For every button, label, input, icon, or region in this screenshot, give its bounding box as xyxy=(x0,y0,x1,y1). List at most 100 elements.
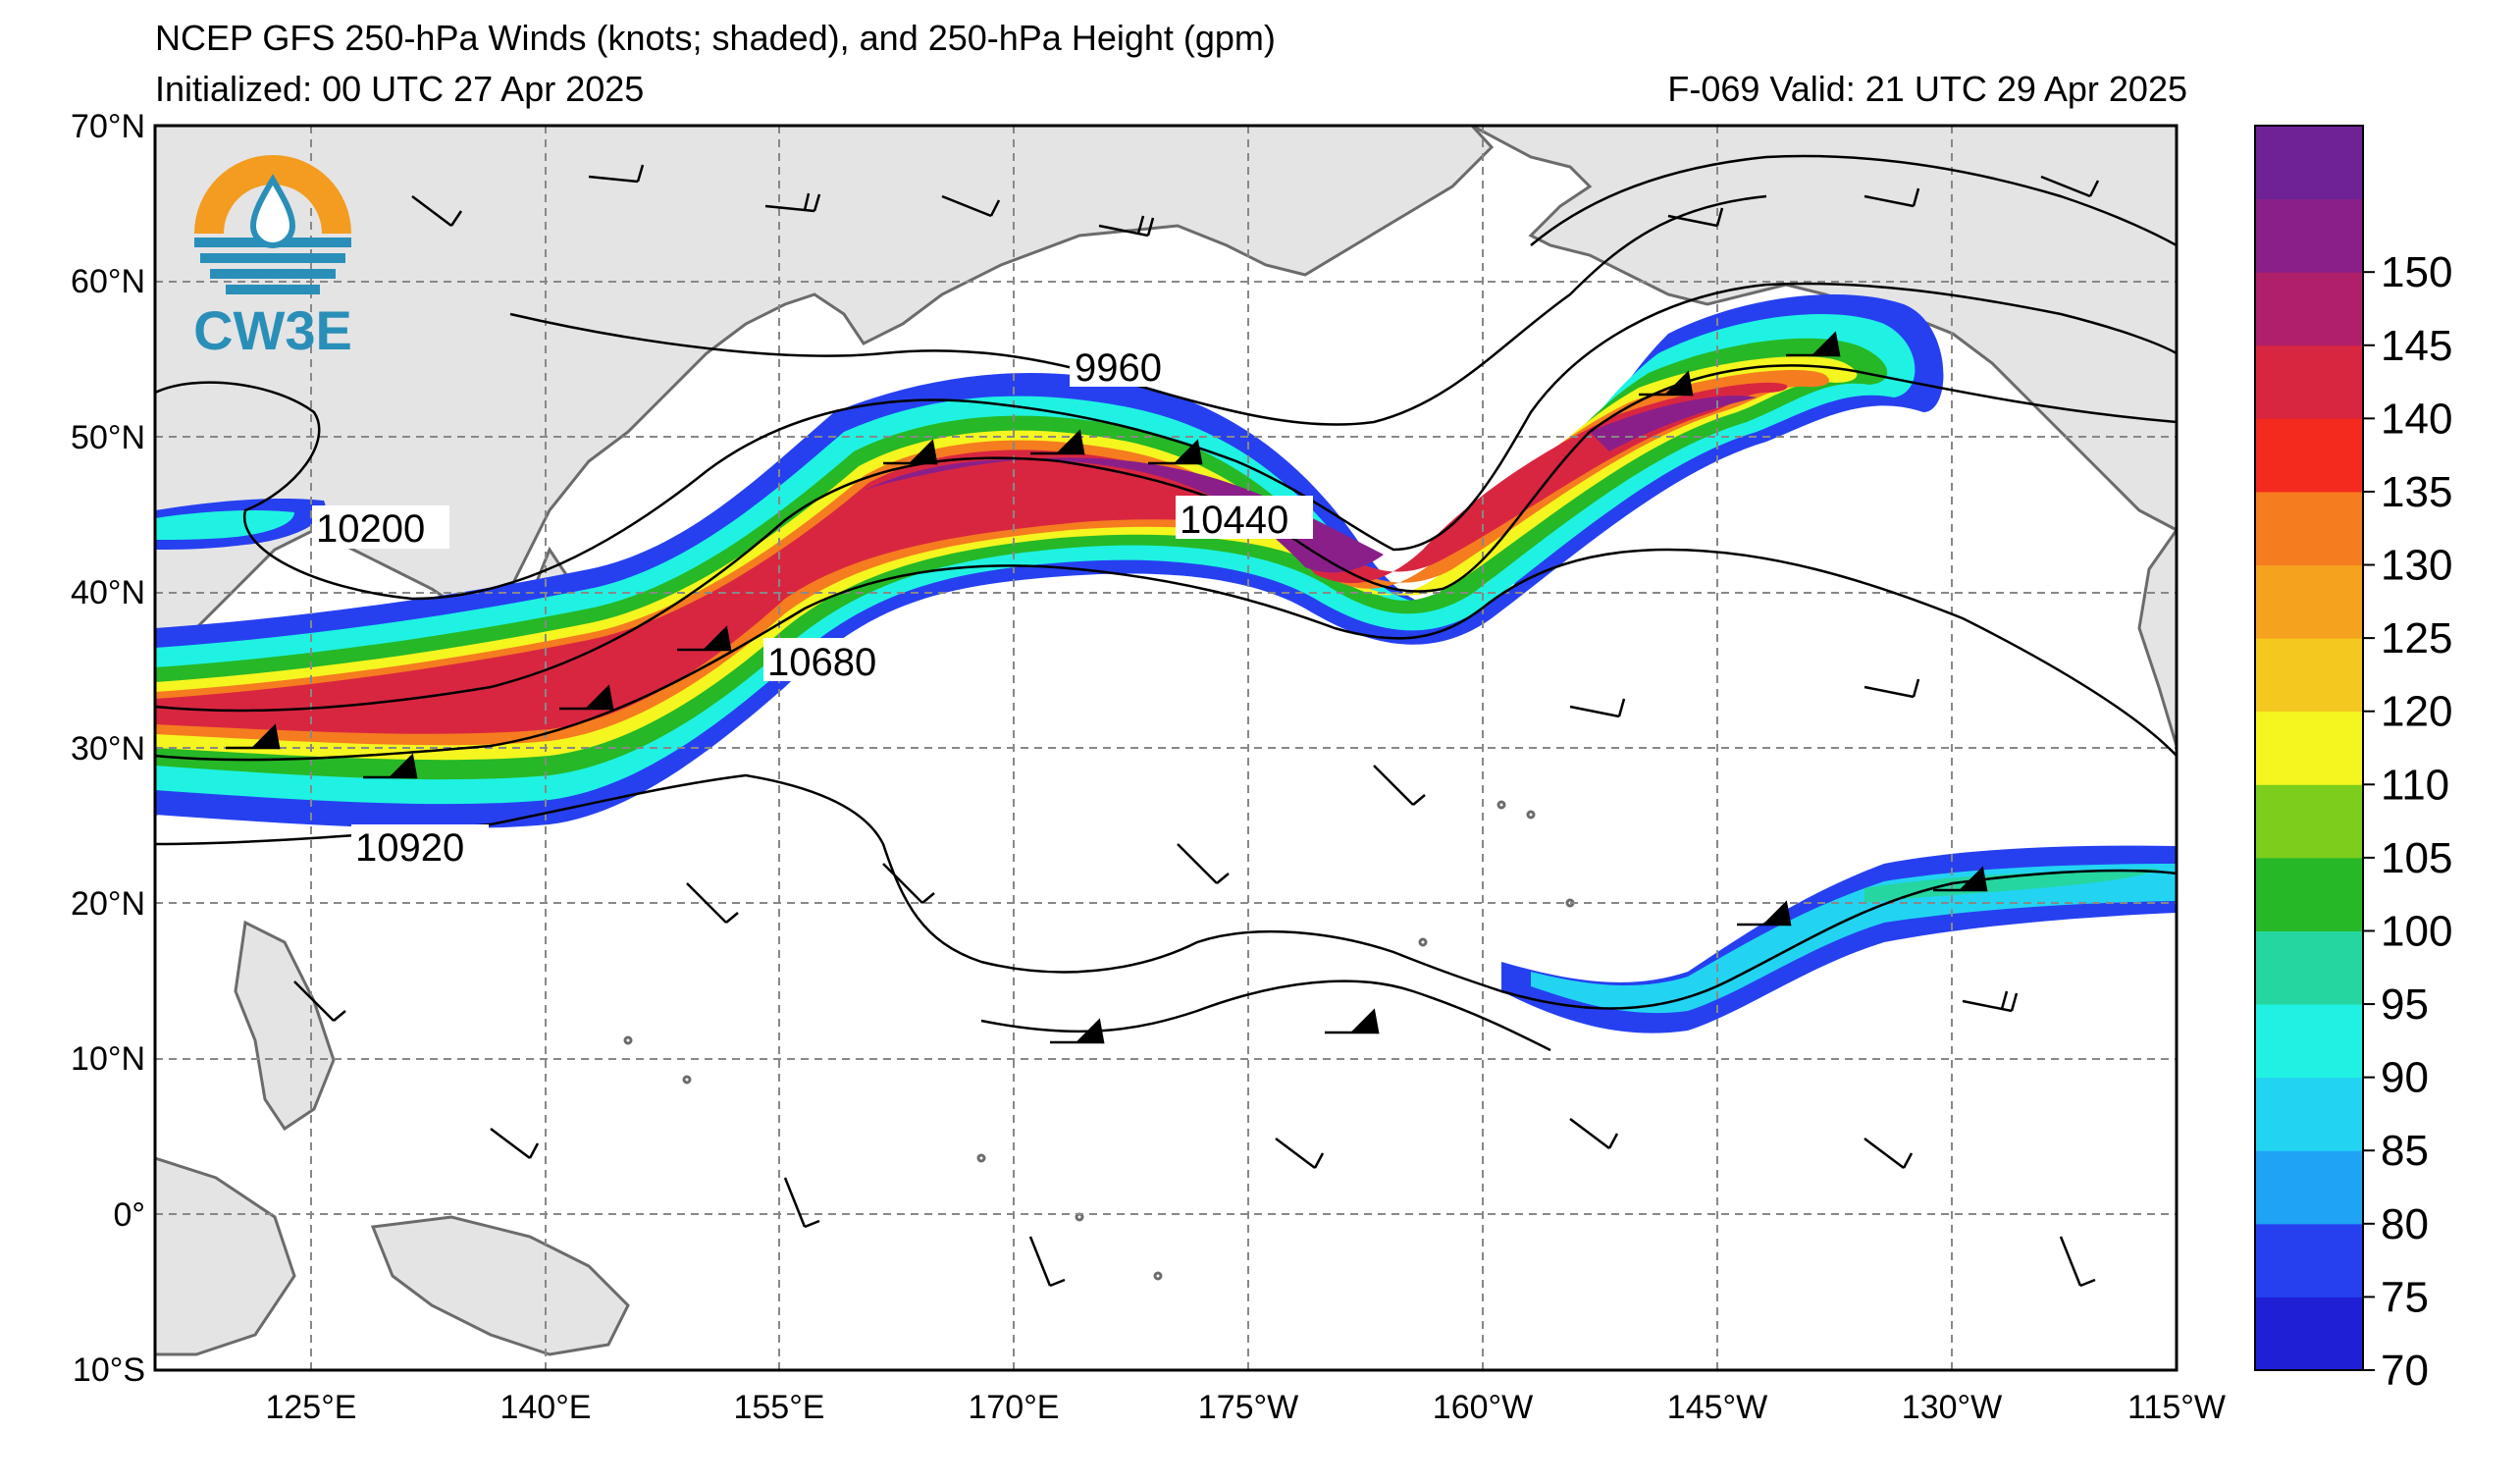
lon-label: 160°W xyxy=(1433,1389,1533,1426)
colorbar-tick-label: 70 xyxy=(2381,1347,2429,1395)
contour-label-10680: 10680 xyxy=(767,641,876,684)
land-siberia xyxy=(155,126,1495,650)
jet-band-140 xyxy=(155,382,1788,734)
wind-barb xyxy=(1098,215,1155,238)
colorbar-segment xyxy=(2255,491,2363,566)
wind-barb xyxy=(1028,1236,1066,1288)
colorbar-segment xyxy=(2255,1077,2363,1151)
colorbar-tick-label: 150 xyxy=(2381,248,2452,296)
lat-label: 10°N xyxy=(71,1040,145,1078)
wind-barb-flag xyxy=(1148,439,1203,465)
lat-label: 70°N xyxy=(71,108,145,145)
colorbar-segment xyxy=(2255,344,2363,419)
colorbar-tick-label: 110 xyxy=(2381,761,2449,809)
colorbar xyxy=(2254,125,2364,1371)
colorbar-segment xyxy=(2255,198,2363,273)
wind-barb-flag xyxy=(1786,331,1841,357)
jet-stream-left xyxy=(155,499,326,550)
colorbar-segment xyxy=(2255,1223,2363,1298)
colorbar-segment xyxy=(2255,784,2363,859)
wind-barb xyxy=(490,1128,540,1159)
colorbar-frame xyxy=(2254,125,2364,1371)
lon-label: 145°W xyxy=(1667,1389,1767,1426)
wind-barb xyxy=(1962,990,2019,1013)
wind-barb xyxy=(1569,1118,1619,1149)
wind-barb-flag xyxy=(559,684,614,711)
latitude-labels: 70°N 60°N 50°N 40°N 30°N 20°N 10°N 0° 10… xyxy=(71,108,145,1389)
contour-10680 xyxy=(155,548,2177,762)
droplet-icon xyxy=(249,174,296,249)
wind-barb xyxy=(1864,187,1920,208)
colorbar-segment xyxy=(2255,1150,2363,1225)
lat-label: 40°N xyxy=(71,574,145,611)
wind-barbs xyxy=(226,164,2100,1288)
land-us-westcoast xyxy=(2137,527,2177,747)
wind-barb xyxy=(882,863,935,904)
lat-label: 0° xyxy=(113,1196,145,1234)
lon-label: 140°E xyxy=(499,1389,591,1426)
height-contours xyxy=(155,154,2177,1052)
colorbar-labels: 150 145 140 135 130 125 120 110 105 100 95 90 85 80 75… xyxy=(2363,248,2452,1395)
colorbar-tick-label: 140 xyxy=(2381,395,2452,443)
contour-label-10920: 10920 xyxy=(355,826,464,870)
wind-barb xyxy=(764,192,821,213)
colorbar-segment xyxy=(2255,711,2363,785)
wind-barb xyxy=(783,1177,820,1229)
wind-barb xyxy=(2059,1236,2096,1288)
wind-barb-flag xyxy=(226,723,281,750)
pacific-islands xyxy=(623,800,1575,1281)
colorbar-tick-label: 120 xyxy=(2381,688,2452,736)
lon-label: 175°W xyxy=(1198,1389,1298,1426)
wind-barb-flag xyxy=(1639,370,1694,397)
wind-barb xyxy=(1373,765,1426,806)
colorbar-segment xyxy=(2255,564,2363,639)
colorbar-segment xyxy=(2255,930,2363,1005)
colorbar-segment xyxy=(2255,272,2363,346)
wind-barb xyxy=(686,882,739,924)
jet-stream-subtropical xyxy=(1501,845,2177,1033)
colorbar-tick-label: 100 xyxy=(2381,907,2452,955)
lon-label: 155°E xyxy=(733,1389,824,1426)
colorbar-tick-label: 135 xyxy=(2381,468,2452,516)
colorbar-segment xyxy=(2255,418,2363,493)
colorbar-tick-label: 145 xyxy=(2381,322,2452,370)
lon-label: 130°W xyxy=(1902,1389,2002,1426)
wind-barb xyxy=(588,164,645,184)
colorbar-segment xyxy=(2255,126,2363,200)
wind-barb-flag xyxy=(363,753,418,779)
wind-barb xyxy=(1275,1138,1325,1169)
colorbar-tick-label: 90 xyxy=(2381,1054,2429,1102)
lat-label: 10°S xyxy=(73,1351,145,1389)
contour-9960 xyxy=(509,194,1767,426)
wind-barb-flag xyxy=(1737,900,1792,927)
lat-label: 50°N xyxy=(71,419,145,456)
lon-label: 170°E xyxy=(968,1389,1059,1426)
wind-barb xyxy=(2040,175,2100,198)
wind-barb-flag xyxy=(883,439,938,465)
contour-label-10200: 10200 xyxy=(316,507,425,551)
cw3e-logo: CW3E xyxy=(193,155,352,361)
colorbar-segment xyxy=(2255,1004,2363,1079)
wind-barb xyxy=(1864,678,1920,699)
wind-barb xyxy=(411,195,463,227)
map-title: NCEP GFS 250-hPa Winds (knots; shaded), … xyxy=(155,18,1276,58)
contour-10200 xyxy=(155,282,2177,601)
contour-label-9960: 9960 xyxy=(1075,346,1162,390)
lon-label: 115°W xyxy=(2127,1389,2226,1426)
valid-time-label: F-069 Valid: 21 UTC 29 Apr 2025 xyxy=(1667,69,2187,109)
longitude-labels: 125°E 140°E 155°E 170°E 175°W 160°W 145°… xyxy=(265,1389,2225,1426)
land-philippines xyxy=(234,920,336,1132)
colorbar-tick-label: 95 xyxy=(2381,980,2429,1029)
wind-barb-flag xyxy=(1325,1008,1380,1034)
wind-barb xyxy=(1667,207,1724,228)
wind-barb xyxy=(293,980,346,1022)
wind-barb-flag xyxy=(677,625,732,652)
contour-ne-upper xyxy=(1530,154,2177,247)
colorbar-segment xyxy=(2255,1297,2363,1371)
colorbar-segment xyxy=(2255,638,2363,713)
colorbar-tick-label: 125 xyxy=(2381,614,2452,662)
lat-label: 60°N xyxy=(71,263,145,300)
wind-barb xyxy=(941,194,1001,218)
logo-ring-top xyxy=(194,155,351,234)
